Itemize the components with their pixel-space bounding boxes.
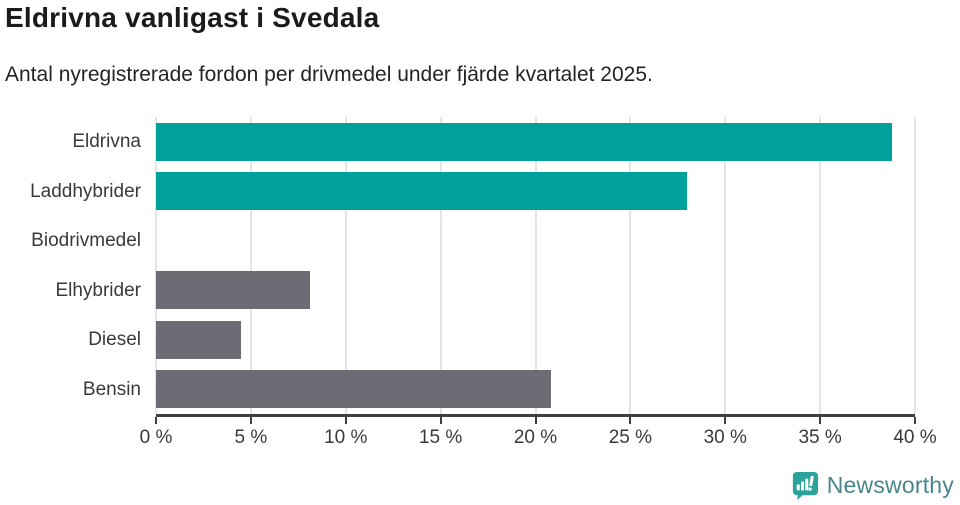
gridline	[344, 117, 347, 414]
gridline	[819, 117, 822, 414]
chart-title: Eldrivna vanligast i Svedala	[5, 2, 380, 33]
axis-tick	[155, 417, 157, 424]
category-labels: Eldrivna Laddhybrider Biodrivmedel Elhybrid…	[0, 117, 141, 414]
category-label: Biodrivmedel	[31, 230, 141, 251]
gridline	[914, 117, 916, 414]
category-label: Laddhybrider	[30, 180, 141, 202]
gridline	[249, 117, 252, 414]
axis-tick	[534, 417, 537, 424]
plot-area	[155, 117, 916, 417]
bar-bensin	[156, 370, 551, 409]
axis-tick-label: 20 %	[513, 427, 558, 448]
axis-tick-label: 30 %	[703, 427, 747, 448]
newsworthy-logo: Newsworthy	[789, 470, 954, 501]
gridline	[724, 117, 727, 414]
axis-tick-label: 15 %	[418, 427, 463, 448]
axis-tick-label: 35 %	[798, 427, 842, 448]
axis-tick-label: 5 %	[234, 427, 268, 448]
axis-tick	[344, 417, 347, 424]
gridline	[629, 117, 632, 414]
bar-elhybrider	[156, 271, 310, 310]
category-label: Diesel	[88, 329, 141, 350]
gridline	[155, 117, 157, 414]
axis-tick	[914, 417, 916, 424]
axis-tick-label: 10 %	[324, 427, 368, 448]
axis-tick	[819, 417, 822, 424]
newsworthy-wordmark: Newsworthy	[826, 472, 954, 498]
axis-tick-label: 25 %	[608, 427, 653, 448]
newsworthy-icon	[789, 470, 820, 501]
chart-subtitle: Antal nyregistrerade fordon per drivmede…	[5, 63, 653, 86]
axis-tick	[629, 417, 632, 424]
category-label: Elhybrider	[55, 279, 141, 301]
axis-tick-label: 40 %	[893, 427, 937, 448]
bar-diesel	[156, 320, 242, 359]
x-axis: 0 % 5 % 10 % 15 % 20 % 25 % 30 % 35 % 40 %	[140, 417, 937, 457]
gridline	[534, 117, 537, 414]
category-label: Bensin	[82, 378, 141, 400]
axis-tick	[439, 417, 442, 424]
axis-tick	[724, 417, 727, 424]
gridline	[439, 117, 442, 414]
axis-tick	[249, 417, 252, 424]
category-label: Eldrivna	[72, 131, 141, 152]
bar-eldrivna	[156, 122, 893, 161]
bar-laddhybrider	[156, 172, 688, 211]
axis-tick-label: 0 %	[139, 427, 173, 448]
